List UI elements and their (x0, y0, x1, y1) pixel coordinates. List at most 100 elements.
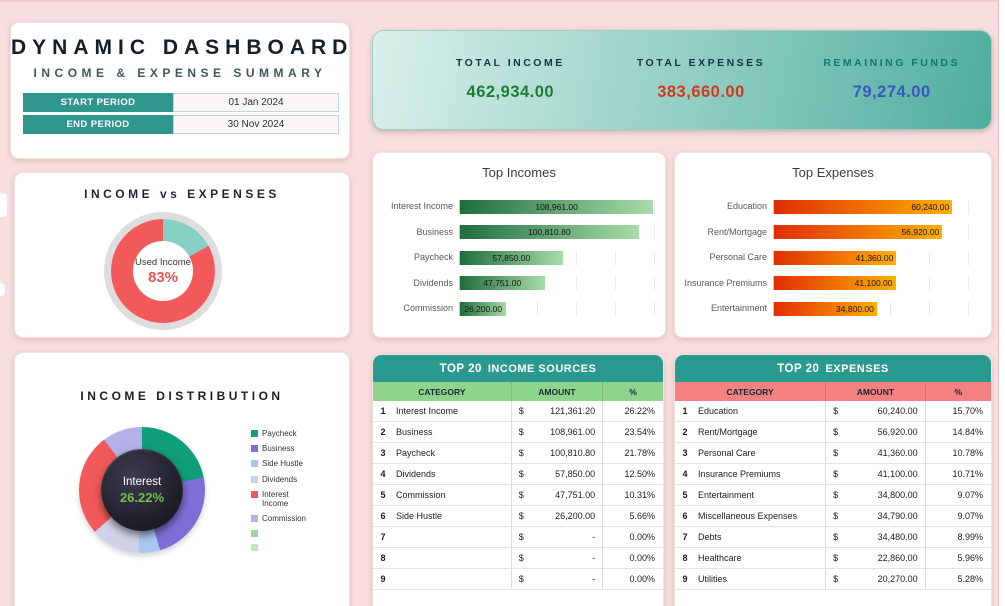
percent-cell: 23.54% (602, 422, 663, 442)
amount-cell: $100,810.80 (510, 443, 602, 463)
remaining-funds-label: REMAINING FUNDS (823, 57, 961, 69)
bar: 108,961.00 (460, 199, 654, 214)
bar-row: Interest Income 108,961.00 (379, 194, 659, 220)
row-number: 1 (682, 406, 688, 416)
bar-category-label: Rent/Mortgage (707, 226, 767, 237)
bar-track: 26,200.00 (459, 301, 655, 316)
amount-cell: $108,961.00 (510, 422, 602, 442)
kpi-total-expenses: TOTAL EXPENSES 383,660.00 (606, 57, 797, 129)
percent-column-header: % (602, 382, 663, 401)
end-period-value[interactable]: 30 Nov 2024 (173, 115, 339, 134)
amount-value: 57,850.00 (555, 469, 596, 479)
bar-value-label: 41,360.00 (855, 252, 894, 263)
income-distribution-card: INCOME DISTRIBUTION Interest 26.22% Payc… (14, 352, 350, 606)
total-expenses-label: TOTAL EXPENSES (636, 57, 766, 69)
legend-label: Business (262, 444, 295, 454)
table-row: 4 Dividends $57,850.00 12.50% (373, 464, 663, 485)
total-income-value: 462,934.00 (466, 83, 555, 101)
bar-row: Commission 26,200.00 (379, 296, 659, 322)
percent-cell: 10.78% (924, 443, 991, 463)
table-row: 2 Business $108,961.00 23.54% (373, 422, 663, 443)
table-row: 8 $ -0.00% (373, 548, 663, 569)
amount-value: - (592, 553, 596, 563)
end-period-row: END PERIOD 30 Nov 2024 (23, 115, 339, 134)
percent-cell: 8.99% (924, 527, 991, 547)
amount-cell: $60,240.00 (825, 401, 925, 421)
row-number: 8 (682, 553, 688, 563)
row-number: 9 (380, 574, 386, 584)
currency-symbol: $ (833, 511, 839, 521)
bar-category-label: Paycheck (413, 252, 453, 263)
income-distribution-title: INCOME DISTRIBUTION (80, 389, 284, 403)
category-cell: Interest Income (396, 406, 459, 416)
bar: 34,800.00 (774, 301, 877, 316)
percent-cell: 5.66% (602, 506, 663, 526)
start-period-value[interactable]: 01 Jan 2024 (173, 93, 339, 112)
bar: 56,920.00 (774, 225, 943, 240)
table-row: 3 Personal Care $41,360.00 10.78% (675, 443, 991, 464)
legend-swatch (251, 445, 258, 453)
amount-value: 22,860.00 (877, 553, 918, 563)
income-table-title-prefix: TOP 20 (439, 362, 482, 375)
bar-category-label: Interest Income (390, 201, 453, 212)
category-column-header: CATEGORY (418, 386, 466, 397)
bar-category-label: Business (416, 226, 453, 237)
currency-symbol: $ (518, 490, 524, 500)
top-incomes-card: Top Incomes Interest Income 108,961.00 Bus… (372, 152, 666, 338)
amount-cell: $47,751.00 (510, 485, 602, 505)
bar: 41,100.00 (774, 276, 896, 291)
amount-value: 34,480.00 (877, 532, 918, 542)
row-number: 1 (380, 406, 386, 416)
table-row: 4 Insurance Premiums $41,100.00 10.71% (675, 464, 991, 485)
row-number: 4 (380, 469, 386, 479)
percent-cell: 10.31% (602, 485, 663, 505)
amount-cell: $34,480.00 (825, 527, 925, 547)
category-cell: Rent/Mortgage (698, 427, 758, 437)
percent-column-header: % (924, 382, 991, 401)
bar-value-label: 60,240.00 (911, 201, 950, 212)
amount-value: - (592, 532, 596, 542)
bar-track: 34,800.00 (773, 301, 981, 316)
amount-column-header: AMOUNT (825, 382, 925, 401)
amount-cell: $ - (510, 569, 602, 589)
amount-value: 100,810.80 (550, 448, 596, 458)
percent-cell: 21.78% (602, 443, 663, 463)
bar-value-label: 56,920.00 (901, 227, 940, 238)
dashboard-title: DYNAMIC DASHBOARD (11, 36, 354, 59)
top-incomes-title: Top Incomes (482, 165, 556, 180)
end-period-label: END PERIOD (23, 115, 173, 134)
row-number: 8 (380, 553, 386, 563)
start-period-label: START PERIOD (23, 93, 173, 112)
currency-symbol: $ (518, 406, 524, 416)
bar-track: 47,751.00 (459, 276, 655, 291)
legend-item: Side Hustle (251, 459, 313, 468)
bar-row: Education 60,240.00 (681, 194, 985, 220)
remaining-funds-value: 79,274.00 (852, 83, 931, 101)
currency-symbol: $ (833, 469, 839, 479)
amount-value: 26,200.00 (555, 511, 596, 521)
amount-cell: $41,360.00 (825, 443, 925, 463)
table-row: 5 Commission $47,751.00 10.31% (373, 485, 663, 506)
income-table-title-rest: INCOME SOURCES (487, 362, 597, 375)
legend-swatch (251, 490, 258, 498)
category-cell: Debts (698, 532, 722, 542)
amount-value: - (592, 574, 596, 584)
currency-symbol: $ (518, 532, 524, 542)
amount-value: 41,360.00 (877, 448, 918, 458)
chart-legend: Paycheck Business Side Hustle Dividends Inte… (251, 427, 313, 557)
row-number: 7 (380, 532, 386, 542)
percent-cell: 0.00% (602, 527, 663, 547)
legend-label: Interest Income (262, 489, 289, 508)
amount-cell: $ - (510, 548, 602, 568)
bar-row: Dividends 47,751.00 (379, 271, 659, 297)
bar-row: Entertainment 34,800.00 (681, 296, 985, 322)
legend-swatch (251, 460, 258, 468)
bar: 47,751.00 (460, 276, 545, 291)
bar-category-label: Dividends (413, 277, 453, 288)
kpi-remaining-funds: REMAINING FUNDS 79,274.00 (796, 57, 987, 129)
category-cell: Entertainment (698, 490, 755, 500)
income-vs-expenses-title: INCOME vs EXPENSES (84, 187, 280, 201)
legend-label: Side Hustle (262, 459, 303, 469)
currency-symbol: $ (833, 490, 839, 500)
